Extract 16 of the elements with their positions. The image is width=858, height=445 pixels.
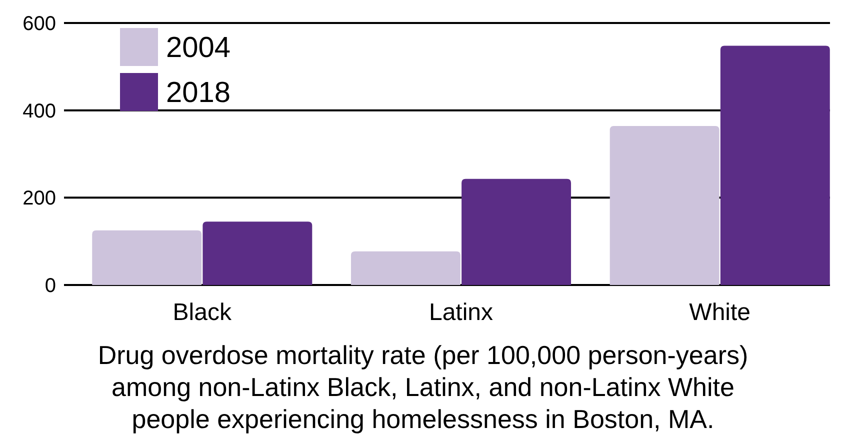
bar (202, 222, 312, 285)
y-tick-label: 600 (22, 13, 56, 35)
bar (92, 230, 202, 285)
y-tick-label: 0 (44, 275, 56, 297)
bar (720, 46, 830, 285)
x-tick-label: Black (172, 299, 232, 326)
bar (350, 251, 460, 285)
legend-label: 2004 (166, 32, 231, 64)
bar (462, 178, 572, 285)
y-tick-label: 400 (22, 100, 56, 122)
legend-label: 2018 (166, 77, 231, 110)
y-tick-label: 200 (22, 188, 56, 210)
text: Drug overdose mortality rate (per 100,000 person-years) among non-Latinx Black, Latinx, and non-Latinx White people experiencing homelessness in Boston, MA. (98, 340, 748, 434)
x-tick-label: Latinx (428, 299, 494, 326)
bar (610, 126, 720, 285)
x-tick-label: White (689, 299, 751, 326)
